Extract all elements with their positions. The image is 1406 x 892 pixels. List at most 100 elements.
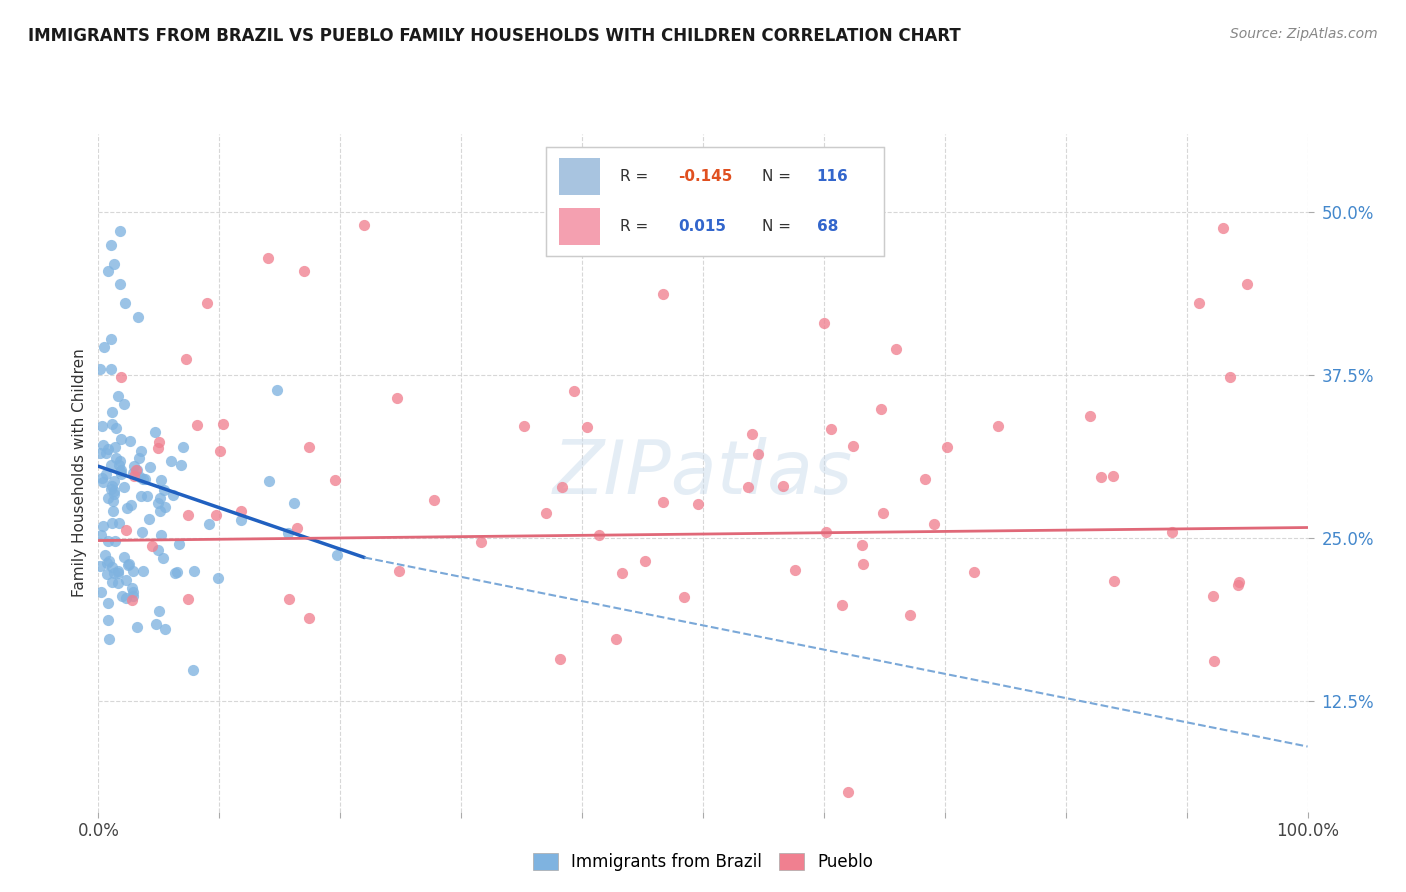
- Point: [122, 585, 145, 599]
- Point: [298, 611, 321, 625]
- Point: [686, 497, 709, 511]
- Point: [96, 567, 118, 582]
- Point: [112, 397, 135, 411]
- Point: [101, 504, 124, 518]
- Point: [104, 534, 127, 549]
- Point: [100, 362, 122, 376]
- Point: [814, 525, 837, 540]
- Point: [353, 218, 375, 232]
- Point: [1160, 525, 1182, 540]
- Point: [177, 508, 200, 523]
- Point: [610, 566, 633, 581]
- Point: [107, 564, 129, 578]
- Point: [747, 447, 769, 461]
- Point: [1102, 469, 1125, 483]
- Point: [91, 418, 114, 433]
- Point: [91, 475, 114, 490]
- Point: [513, 419, 536, 434]
- Point: [93, 340, 115, 354]
- Point: [107, 566, 129, 580]
- Point: [104, 440, 127, 454]
- Point: [231, 504, 253, 518]
- Point: [266, 384, 288, 398]
- Point: [1227, 575, 1250, 590]
- Point: [128, 470, 150, 484]
- Point: [129, 489, 152, 503]
- Point: [111, 589, 134, 603]
- Point: [1078, 409, 1101, 424]
- Point: [277, 526, 299, 541]
- Point: [737, 480, 759, 494]
- Point: [146, 441, 169, 455]
- Point: [186, 417, 208, 432]
- Point: [298, 440, 321, 454]
- Point: [148, 435, 170, 450]
- Point: [100, 405, 122, 419]
- Point: [97, 263, 120, 277]
- Point: [110, 370, 132, 384]
- Point: [128, 450, 150, 465]
- Point: [987, 418, 1010, 433]
- Point: [103, 483, 125, 498]
- Point: [98, 632, 121, 646]
- Point: [1202, 589, 1225, 603]
- Point: [131, 524, 153, 539]
- Point: [112, 550, 135, 565]
- Text: ZIPatlas: ZIPatlas: [553, 437, 853, 508]
- Point: [127, 310, 149, 324]
- Point: [385, 391, 408, 405]
- Point: [181, 663, 204, 677]
- Point: [562, 384, 585, 399]
- Point: [170, 458, 193, 473]
- Point: [103, 566, 125, 581]
- Point: [125, 463, 148, 477]
- Point: [103, 486, 125, 500]
- Point: [148, 604, 170, 618]
- Point: [172, 440, 194, 454]
- Point: [107, 389, 129, 403]
- Point: [122, 458, 145, 473]
- Point: [115, 501, 138, 516]
- Point: [96, 556, 118, 570]
- Point: [163, 566, 186, 580]
- Point: [852, 557, 875, 571]
- Point: [145, 617, 167, 632]
- Point: [97, 491, 120, 505]
- Point: [103, 257, 125, 271]
- Point: [97, 613, 120, 627]
- Point: [922, 517, 945, 532]
- Point: [97, 442, 120, 456]
- Point: [388, 564, 411, 578]
- Point: [207, 571, 229, 585]
- Point: [166, 565, 188, 579]
- Point: [634, 554, 657, 568]
- Point: [101, 417, 124, 432]
- Point: [105, 421, 128, 435]
- Point: [103, 474, 125, 488]
- Point: [110, 432, 132, 446]
- Point: [652, 494, 675, 508]
- Point: [100, 458, 122, 472]
- Point: [121, 592, 143, 607]
- Point: [1236, 277, 1258, 291]
- Point: [851, 538, 873, 552]
- Point: [326, 548, 349, 562]
- Point: [127, 463, 149, 477]
- Point: [551, 479, 574, 493]
- Point: [97, 533, 120, 548]
- Point: [149, 491, 172, 506]
- Point: [963, 566, 986, 580]
- Point: [195, 296, 218, 310]
- Point: [108, 458, 131, 473]
- Point: [152, 551, 174, 566]
- Point: [141, 539, 163, 553]
- Point: [837, 785, 859, 799]
- Point: [100, 237, 122, 252]
- Point: [90, 528, 112, 542]
- Point: [138, 512, 160, 526]
- Point: [97, 554, 120, 568]
- Point: [1102, 574, 1125, 588]
- Point: [94, 548, 117, 562]
- Point: [100, 560, 122, 574]
- Point: [204, 508, 226, 523]
